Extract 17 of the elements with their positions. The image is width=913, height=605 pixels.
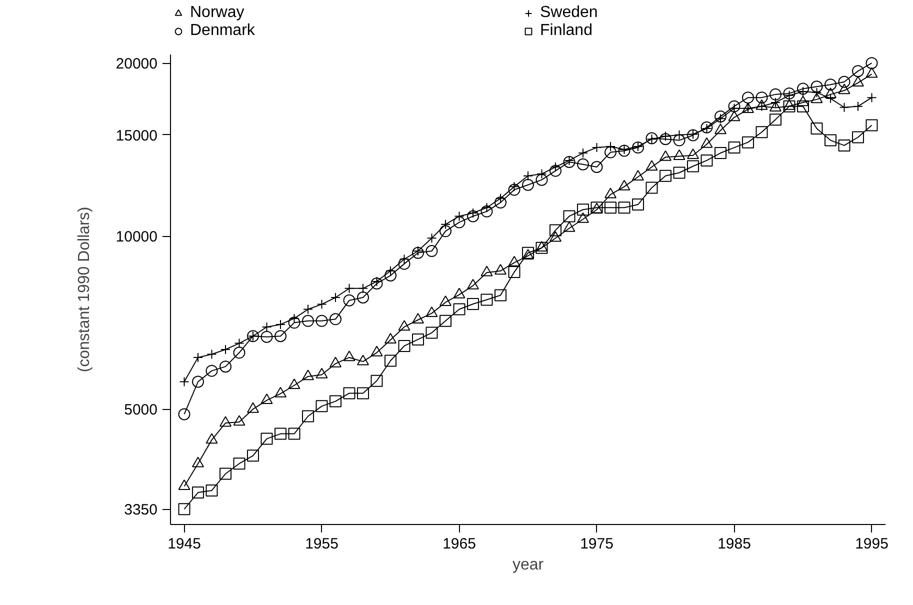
x-tick-label: 1945	[168, 536, 201, 552]
y-tick-label: 3350	[124, 502, 158, 519]
legend-label: Finland	[540, 22, 594, 40]
x-tick-label: 1995	[855, 536, 888, 552]
y-tick-label: 10000	[116, 228, 158, 246]
legend-label: Sweden	[540, 4, 599, 22]
legend-label: Norway	[190, 4, 246, 22]
x-tick-label: 1965	[442, 536, 476, 552]
x-tick-label: 1975	[580, 536, 614, 552]
x-tick-label: 1955	[305, 536, 338, 552]
x-tick-label: 1985	[718, 536, 751, 552]
y-tick-label: 15000	[116, 127, 158, 144]
y-axis-title: (constant 1990 Dollars)	[76, 206, 93, 372]
y-tick-label: 20000	[116, 56, 158, 73]
x-axis-title: year	[512, 556, 544, 574]
legend-label: Denmark	[190, 22, 256, 40]
y-tick-label: 5000	[124, 402, 158, 419]
